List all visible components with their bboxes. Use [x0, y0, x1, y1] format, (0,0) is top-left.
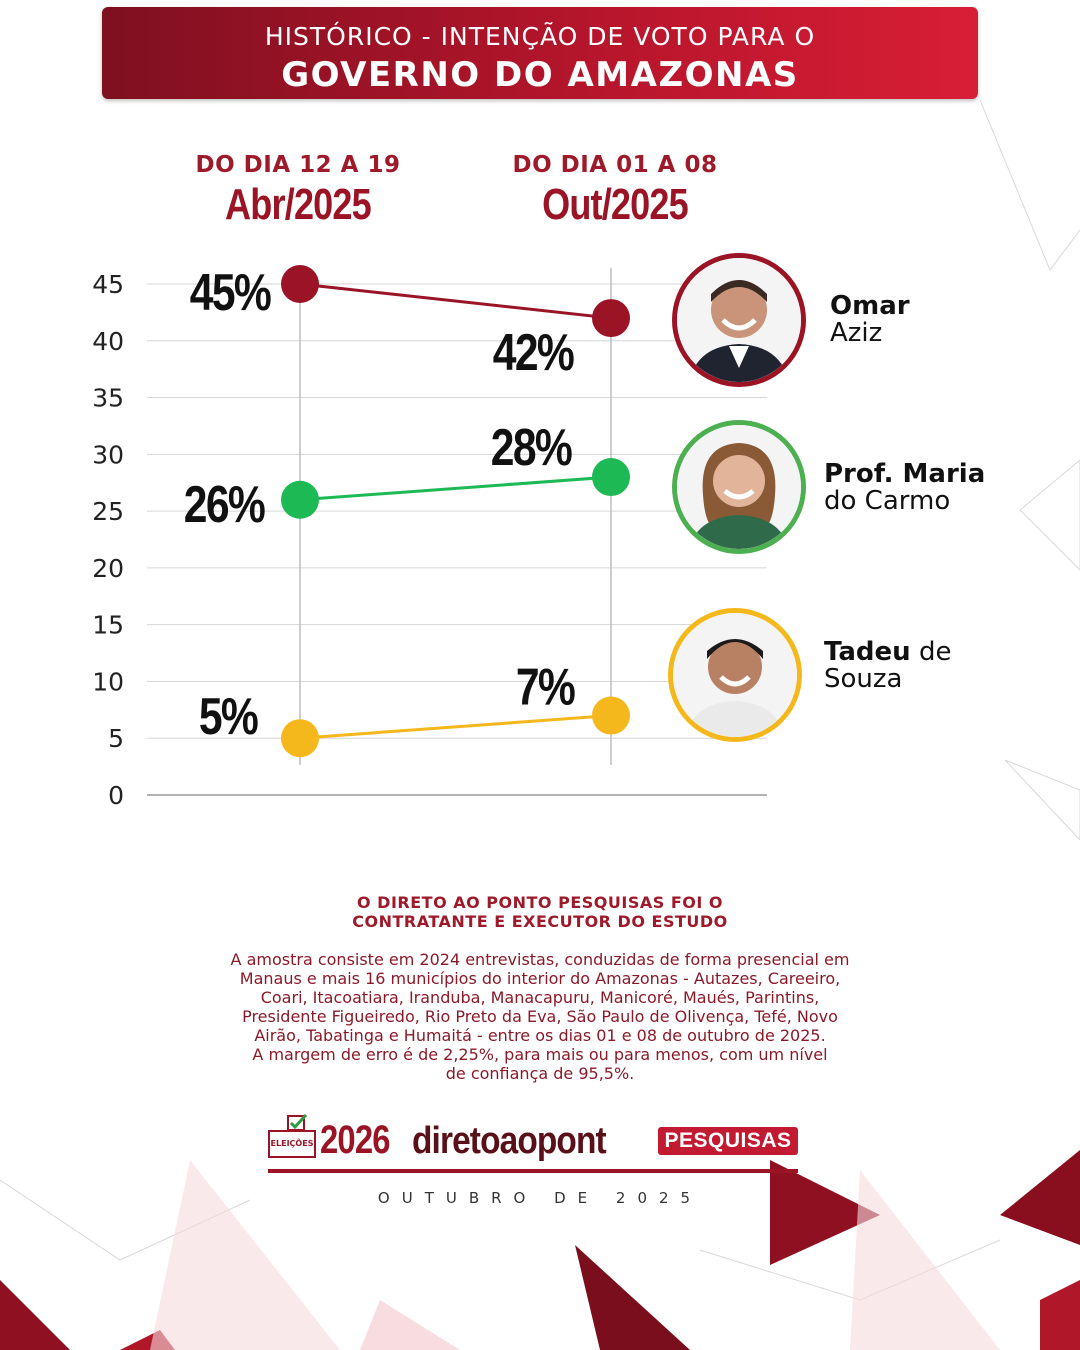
methodology-line: Presidente Figueiredo, Rio Preto da Eva,… [242, 1007, 838, 1026]
candidate-name-last: do Carmo [824, 486, 951, 516]
logo-brand: diretoaopont [412, 1120, 607, 1162]
period-april-month: Abr/2025 [225, 180, 372, 229]
period-october-range: DO DIA 01 A 08 [512, 152, 718, 178]
period-october: DO DIA 01 A 08 Out/2025 [465, 152, 765, 230]
y-tick-label: 25 [92, 497, 124, 526]
y-tick-label: 15 [92, 611, 124, 640]
title-line-1: HISTÓRICO - INTENÇÃO DE VOTO PARA O [264, 22, 816, 51]
methodology-line: A margem de erro é de 2,25%, para mais o… [252, 1045, 828, 1064]
study-credit-line: O DIRETO AO PONTO PESQUISAS FOI O [357, 893, 723, 912]
candidate-name-particle: de [918, 637, 952, 667]
methodology-line: Airão, Tabatinga e Humaitá - entre os di… [254, 1026, 826, 1045]
data-label: 26% [184, 476, 266, 534]
series-line [299, 475, 612, 502]
data-point [281, 480, 319, 519]
candidate-name-maria-do-carmo: Prof. Maria do Carmo [824, 461, 985, 515]
candidate-photo-omar-aziz [672, 253, 806, 387]
data-point [592, 696, 630, 735]
line-chart: 0 5 10 15 20 25 30 35 40 45 45% 42% 26% 28% 5% 7% [92, 264, 767, 810]
period-october-month: Out/2025 [542, 180, 689, 229]
title-banner: HISTÓRICO - INTENÇÃO DE VOTO PARA O GOVE… [102, 7, 978, 99]
data-label: 45% [190, 264, 272, 322]
period-april: DO DIA 12 A 19 Abr/2025 [148, 152, 448, 230]
candidate-name-omar-aziz: Omar Aziz [830, 293, 910, 347]
data-label: 5% [199, 688, 259, 746]
logo-tag: PESQUISAS [658, 1127, 798, 1155]
title-line-2: GOVERNO DO AMAZONAS [281, 55, 799, 95]
candidate-name-first: Tadeu [824, 637, 911, 667]
logo-year: 2026 [320, 1118, 391, 1162]
candidate-photo-tadeu-de-souza [668, 608, 802, 742]
person-icon [673, 613, 797, 737]
data-point [592, 458, 630, 497]
logo-underline [268, 1169, 798, 1173]
data-point [281, 719, 319, 758]
data-label: 7% [516, 659, 576, 717]
methodology-line: Coari, Itacoatiara, Iranduba, Manacapuru… [260, 988, 820, 1007]
candidate-name-last: Aziz [830, 318, 883, 348]
person-icon [677, 258, 801, 382]
publication-date: OUTUBRO DE 2025 [377, 1189, 703, 1207]
y-tick-label: 35 [92, 384, 124, 413]
data-label: 28% [491, 419, 573, 477]
methodology-line: A amostra consiste em 2024 entrevistas, … [230, 950, 850, 969]
series-line [299, 282, 612, 320]
y-tick-label: 45 [92, 270, 124, 299]
candidate-name-first: Omar [830, 291, 910, 321]
study-credit-line: CONTRATANTE E EXECUTOR DO ESTUDO [352, 912, 728, 931]
y-tick-label: 0 [108, 781, 124, 810]
methodology-line: Manaus e mais 16 municípios do interior … [239, 969, 841, 988]
series-line [299, 714, 612, 740]
y-tick-label: 5 [108, 724, 124, 753]
y-tick-label: 20 [92, 554, 124, 583]
period-april-range: DO DIA 12 A 19 [195, 152, 401, 178]
person-icon [677, 425, 801, 549]
study-credit: O DIRETO AO PONTO PESQUISAS FOI O CONTRA… [240, 893, 840, 931]
data-point [281, 265, 319, 303]
candidate-name-first: Prof. Maria [824, 459, 986, 489]
methodology-text: A amostra consiste em 2024 entrevistas, … [180, 950, 900, 1083]
brand-logo: ELEIÇÕES 2026 diretoaopont PESQUISAS [268, 1112, 808, 1176]
methodology-line: de confiança de 95,5%. [445, 1064, 635, 1083]
candidate-name-last: Souza [824, 664, 903, 694]
data-point [592, 299, 630, 338]
y-tick-label: 40 [92, 327, 124, 356]
y-tick-label: 30 [92, 440, 124, 469]
candidate-photo-maria-do-carmo [672, 420, 806, 554]
data-label: 42% [493, 324, 575, 382]
candidate-name-tadeu-de-souza: Tadeu de Souza [824, 639, 951, 693]
ballot-box-icon: ELEIÇÕES [268, 1130, 316, 1158]
y-tick-label: 10 [92, 667, 124, 696]
